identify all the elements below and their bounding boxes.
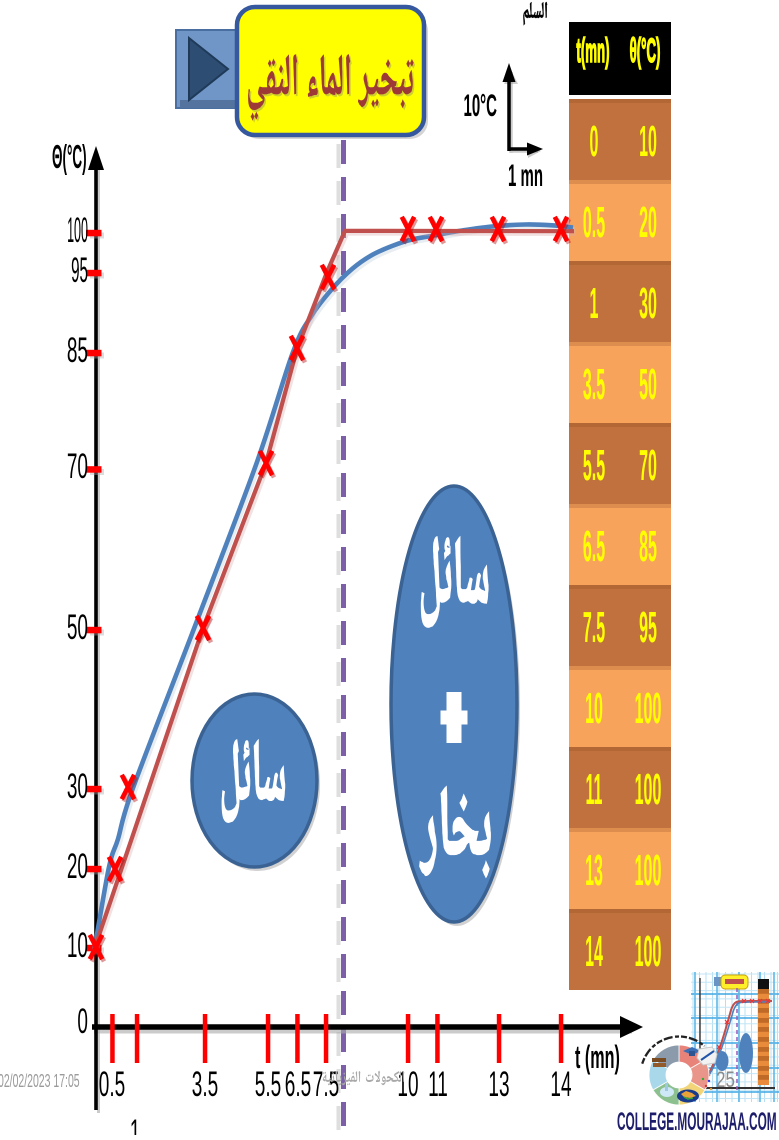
svg-text:100: 100: [635, 765, 662, 814]
svg-text:10°C: 10°C: [464, 89, 498, 123]
svg-text:50: 50: [67, 608, 88, 648]
svg-text:t (mn): t (mn): [575, 1040, 620, 1075]
svg-text:25: 25: [716, 1068, 735, 1093]
svg-text:95: 95: [71, 249, 88, 289]
svg-text:14: 14: [550, 1065, 571, 1105]
svg-text:100: 100: [67, 210, 88, 250]
svg-text:11: 11: [428, 1065, 448, 1105]
svg-text:20: 20: [67, 847, 88, 887]
svg-text:85: 85: [67, 331, 88, 371]
svg-text:95: 95: [639, 603, 657, 652]
svg-text:10: 10: [585, 684, 603, 733]
svg-text:70: 70: [639, 441, 657, 490]
svg-text:1: 1: [590, 279, 599, 328]
svg-text:85: 85: [639, 522, 657, 571]
svg-text:100: 100: [635, 846, 662, 895]
svg-text:10: 10: [397, 1065, 418, 1105]
svg-text:1 mn: 1 mn: [508, 159, 543, 193]
svg-text:30: 30: [67, 767, 88, 807]
svg-text:50: 50: [639, 360, 657, 409]
svg-text:3.5: 3.5: [192, 1065, 218, 1105]
svg-text:11: 11: [586, 765, 603, 814]
svg-text:10: 10: [67, 926, 88, 966]
svg-text:100: 100: [635, 927, 662, 976]
svg-text:6.5: 6.5: [583, 522, 605, 571]
svg-text:θ(°C): θ(°C): [630, 33, 661, 70]
svg-text:5.5: 5.5: [583, 441, 605, 490]
svg-text:13: 13: [488, 1065, 509, 1105]
svg-text:0: 0: [77, 1002, 88, 1042]
svg-text:7.5: 7.5: [583, 603, 605, 652]
svg-text:0.5: 0.5: [583, 198, 605, 247]
svg-text:6.5: 6.5: [285, 1065, 311, 1105]
svg-text:7.5: 7.5: [313, 1065, 339, 1105]
svg-text:t(mn): t(mn): [576, 33, 609, 70]
svg-text:Θ(°C): Θ(°C): [52, 139, 87, 176]
svg-text:14: 14: [585, 927, 603, 976]
svg-text:02/02/2023 17:05: 02/02/2023 17:05: [0, 1071, 80, 1092]
svg-text:20: 20: [639, 198, 657, 247]
svg-text:1: 1: [130, 1113, 141, 1135]
svg-text:0: 0: [590, 117, 599, 166]
svg-text:30: 30: [639, 279, 657, 328]
svg-text:13: 13: [585, 846, 603, 895]
svg-text:10: 10: [639, 117, 657, 166]
svg-text:100: 100: [635, 684, 662, 733]
svg-text:5.5: 5.5: [255, 1065, 281, 1105]
svg-text:70: 70: [67, 447, 88, 487]
svg-text:3.5: 3.5: [583, 360, 605, 409]
svg-text:0.5: 0.5: [99, 1065, 125, 1105]
svg-text:COLLEGE.MOURAJAA.COM: COLLEGE.MOURAJAA.COM: [617, 1108, 777, 1135]
